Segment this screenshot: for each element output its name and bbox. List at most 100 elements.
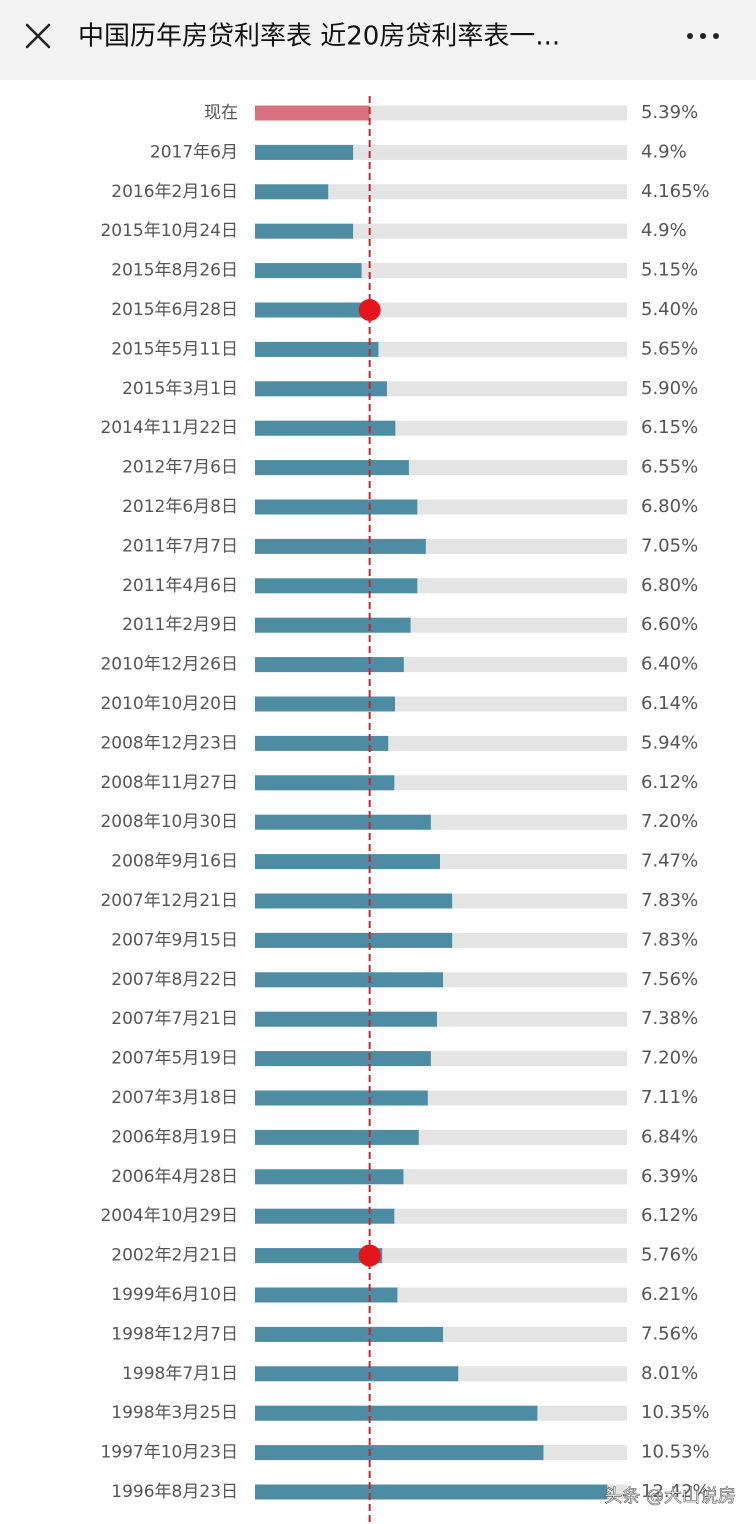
bar: [255, 1445, 544, 1461]
watermark: 头条 @大山说房: [604, 1486, 736, 1507]
category-label: 1997年10月23日: [100, 1443, 238, 1463]
bar: [255, 1129, 419, 1145]
bar: [255, 381, 387, 397]
value-label: 6.80%: [641, 575, 698, 596]
category-label: 1996年8月23日: [111, 1482, 238, 1502]
bar: [255, 460, 409, 476]
category-label: 2011年7月7日: [122, 536, 238, 556]
value-label: 7.83%: [641, 890, 698, 911]
value-label: 5.39%: [641, 102, 698, 123]
value-label: 5.65%: [641, 338, 698, 359]
value-label: 6.55%: [641, 457, 698, 478]
value-label: 8.01%: [641, 1363, 698, 1384]
value-label: 5.40%: [641, 299, 698, 320]
bar: [255, 578, 418, 594]
more-button[interactable]: [687, 33, 719, 39]
bar: [255, 657, 404, 673]
value-label: 12.42%: [641, 1481, 710, 1502]
value-label: 7.20%: [641, 1048, 698, 1069]
bar-track: [255, 184, 627, 200]
bar: [255, 1051, 431, 1067]
category-label: 2004年10月29日: [100, 1206, 238, 1226]
bar: [255, 302, 370, 318]
value-label: 5.15%: [641, 260, 698, 281]
value-label: 6.80%: [641, 496, 698, 517]
value-label: 7.56%: [641, 969, 698, 990]
highlight-dot: [358, 1244, 381, 1267]
value-label: 5.76%: [641, 1245, 698, 1266]
value-label: 6.15%: [641, 417, 698, 438]
category-label: 2012年7月6日: [122, 458, 238, 478]
value-label: 5.90%: [641, 378, 698, 399]
category-label: 2010年12月26日: [100, 655, 238, 675]
value-label: 7.83%: [641, 929, 698, 950]
category-label: 1998年12月7日: [111, 1324, 238, 1344]
bar: [255, 263, 362, 279]
value-label: 6.60%: [641, 614, 698, 635]
bar: [255, 854, 440, 870]
category-label: 2007年3月18日: [111, 1088, 238, 1108]
value-label: 4.9%: [641, 220, 687, 241]
bar: [255, 932, 453, 948]
value-label: 6.14%: [641, 693, 698, 714]
bar: [255, 1287, 398, 1303]
bar: [255, 972, 444, 988]
category-label: 2017年6月: [150, 142, 238, 162]
bar: [255, 814, 431, 830]
bar: [255, 341, 379, 357]
bar: [255, 1248, 383, 1264]
value-label: 6.12%: [641, 772, 698, 793]
category-label: 2015年10月24日: [100, 221, 238, 241]
category-label: 2008年9月16日: [111, 852, 238, 872]
value-label: 10.53%: [641, 1442, 710, 1463]
category-label: 2015年5月11日: [111, 339, 238, 359]
category-label: 2014年11月22日: [100, 418, 238, 438]
value-label: 7.56%: [641, 1323, 698, 1344]
category-label: 1999年6月10日: [111, 1285, 238, 1305]
bar: [255, 1484, 608, 1500]
bar: [255, 735, 389, 751]
bar: [255, 1011, 437, 1027]
page-title: 中国历年房贷利率表 近20房贷利率表一...: [78, 22, 560, 52]
bar: [255, 775, 395, 791]
category-label: 2007年8月22日: [111, 970, 238, 990]
category-label: 2006年8月19日: [111, 1127, 238, 1147]
bar: [255, 1169, 404, 1185]
close-button[interactable]: [25, 23, 51, 49]
category-label: 1998年3月25日: [111, 1403, 238, 1423]
category-label: 2016年2月16日: [111, 182, 238, 202]
bar: [255, 538, 426, 554]
bar: [255, 1208, 395, 1224]
bar: [255, 696, 396, 712]
category-label: 2015年8月26日: [111, 261, 238, 281]
bar: [255, 144, 354, 160]
category-label: 2008年11月27日: [100, 773, 238, 793]
value-label: 5.94%: [641, 732, 698, 753]
value-label: 7.05%: [641, 535, 698, 556]
category-label: 2008年10月30日: [100, 812, 238, 832]
value-label: 6.40%: [641, 654, 698, 675]
top-bar: [0, 0, 756, 80]
bar: [255, 893, 453, 909]
category-label: 现在: [204, 103, 238, 123]
chart: 现在 5.39% 2017年6月 4.9% 2016年2月16日 4.165% 2015年1…: [100, 96, 710, 1524]
bar: [255, 1405, 538, 1421]
value-label: 10.35%: [641, 1402, 710, 1423]
category-label: 2007年12月21日: [100, 891, 238, 911]
value-label: 7.38%: [641, 1008, 698, 1029]
value-label: 6.84%: [641, 1126, 698, 1147]
value-label: 7.20%: [641, 811, 698, 832]
highlight-dot: [358, 299, 381, 321]
category-label: 2007年7月21日: [111, 1009, 238, 1029]
value-label: 4.165%: [641, 181, 710, 202]
category-label: 2007年5月19日: [111, 1049, 238, 1069]
bar: [255, 420, 396, 436]
category-label: 1998年7月1日: [122, 1364, 238, 1384]
category-label: 2002年2月21日: [111, 1246, 238, 1266]
category-label: 2008年12月23日: [100, 733, 238, 753]
value-label: 6.21%: [641, 1284, 698, 1305]
value-label: 6.12%: [641, 1205, 698, 1226]
value-label: 7.47%: [641, 851, 698, 872]
